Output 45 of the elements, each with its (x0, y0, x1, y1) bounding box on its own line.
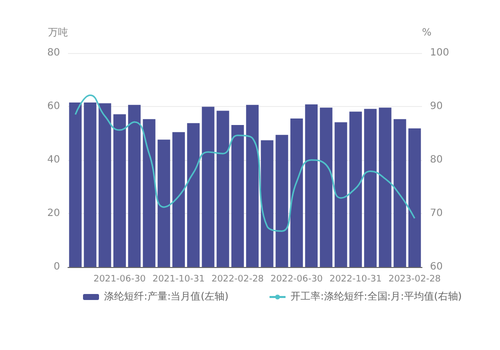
bar (290, 118, 303, 267)
legend-label: 开工率:涤纶短纤:全国:月:平均值(右轴) (290, 290, 462, 302)
bar (408, 128, 421, 267)
x-tick-label: 2022-06-30 (270, 274, 324, 284)
x-tick-label: 2022-10-31 (329, 274, 382, 284)
bar (113, 114, 126, 267)
bar (246, 104, 259, 267)
y2-axis-title: % (422, 28, 432, 38)
y-axis-title: 万吨 (48, 26, 68, 38)
x-tick-label: 2023-02-28 (388, 274, 442, 284)
bar (349, 112, 362, 267)
x-tick-label: 2021-10-31 (152, 274, 205, 284)
y2-tick-label: 100 (430, 48, 450, 58)
bar (172, 132, 185, 267)
bar (202, 106, 214, 267)
bar (364, 108, 377, 267)
bar (276, 134, 288, 267)
y-tick-label: 20 (47, 208, 60, 219)
bar (378, 108, 392, 267)
bar (260, 140, 274, 267)
line-series (74, 94, 416, 232)
bar (69, 102, 82, 267)
bar (394, 119, 406, 267)
bar (216, 110, 230, 267)
bar (231, 124, 244, 267)
bar (84, 102, 96, 267)
x-tick-label: 2022-02-28 (211, 274, 264, 284)
y2-tick-label: 70 (430, 208, 443, 219)
bar (187, 123, 200, 267)
y2-tick-label: 80 (430, 154, 443, 166)
bar (334, 122, 348, 267)
bar (98, 103, 112, 267)
bar (128, 104, 141, 267)
legend-label: 涤纶短纤:产量:当月值(左轴) (104, 290, 229, 302)
bar (158, 140, 170, 267)
y-tick-label: 40 (47, 154, 60, 166)
y-tick-label: 60 (47, 101, 60, 112)
bar (305, 104, 318, 267)
y2-tick-label: 90 (430, 101, 443, 112)
y2-tick-label: 60 (430, 262, 443, 272)
y-tick-label: 0 (54, 262, 60, 272)
bar (142, 119, 156, 267)
y-tick-label: 80 (47, 48, 60, 58)
bar (320, 108, 332, 267)
x-tick-label: 2021-06-30 (93, 274, 146, 284)
